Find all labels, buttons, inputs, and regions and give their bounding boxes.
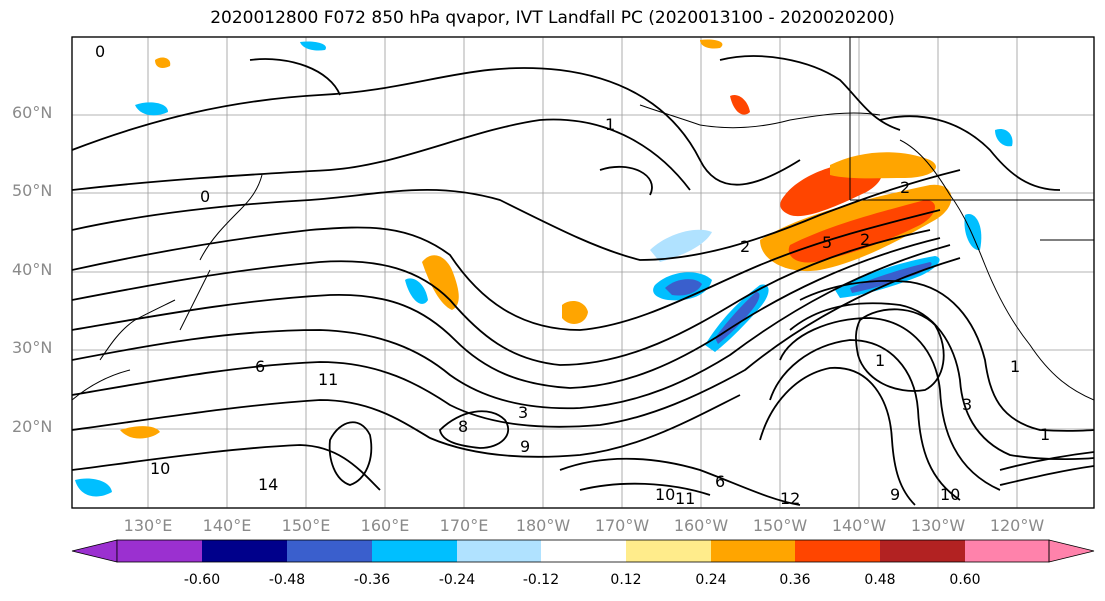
- colorbar-tick-label: 0.60: [949, 572, 981, 588]
- contour-label: 10: [940, 485, 960, 504]
- colorbar-tick-label: 0.36: [779, 572, 811, 588]
- colorbar-bin: [965, 540, 1049, 562]
- positive-anomaly-small-5: [700, 39, 723, 49]
- lat-label-20n: 20°N: [12, 417, 53, 436]
- negative-anomaly-light-3: [964, 214, 982, 251]
- contour-label: 1: [1040, 425, 1050, 444]
- contour-label: 1: [1010, 357, 1020, 376]
- contour-label: 10: [655, 485, 675, 504]
- negative-anomaly-east-core: [850, 262, 932, 293]
- lon-label: 170°W: [594, 516, 650, 535]
- positive-anomaly-small-3: [120, 426, 160, 439]
- lon-label: 180°W: [515, 516, 571, 535]
- contour-label: 9: [890, 485, 900, 504]
- contour-label: 11: [318, 370, 338, 389]
- colorbar-tick-label: 0.48: [864, 572, 896, 588]
- contour-label: 10: [150, 459, 170, 478]
- colorbar-tick-label: 0.24: [695, 572, 727, 588]
- colorbar-right-arrow: [1048, 539, 1095, 563]
- colorbar-bin: [457, 540, 541, 562]
- positive-anomaly-small-2: [730, 94, 750, 115]
- contour-lines: [72, 55, 1094, 506]
- negative-anomaly-light-6: [300, 41, 326, 51]
- contour-label: 14: [258, 475, 278, 494]
- lon-label: 140°E: [202, 516, 252, 535]
- contour-label: 12: [780, 489, 800, 508]
- contour-labels: 1 2 2 2 3 3 5 6 6 8 9 9 10 10 10 11 11 1…: [95, 42, 1050, 508]
- colorbar-tick-label: -0.36: [353, 572, 391, 588]
- colorbar-bin: [711, 540, 795, 562]
- negative-anomaly-light-1: [650, 229, 712, 262]
- colorbar-bin: [372, 540, 457, 562]
- contour-label: 2: [860, 230, 870, 249]
- lon-label: 150°W: [752, 516, 808, 535]
- colorbar-tick-label: -0.60: [183, 572, 221, 588]
- colorbar-bin: [626, 540, 711, 562]
- colorbar-outline: [116, 539, 1050, 563]
- lat-label-60n: 60°N: [12, 103, 53, 122]
- map-title: 2020012800 F072 850 hPa qvapor, IVT Land…: [210, 8, 895, 28]
- negative-anomaly-light-4: [135, 102, 168, 116]
- negative-anomaly-mid-core: [665, 279, 702, 296]
- contour-label: 9: [520, 437, 530, 456]
- colorbar-bin: [202, 540, 287, 562]
- lon-label: 150°E: [281, 516, 331, 535]
- lon-label: 140°W: [831, 516, 887, 535]
- lon-label: 120°W: [989, 516, 1045, 535]
- map-frame-border: [71, 36, 1095, 509]
- contour-label: 0: [95, 42, 105, 61]
- lon-label: 160°W: [673, 516, 729, 535]
- contour-label: 2: [900, 178, 910, 197]
- colorbar-bin: [541, 540, 626, 562]
- lat-label-50n: 50°N: [12, 181, 53, 200]
- colorbar-tick-label: 0.12: [610, 572, 642, 588]
- colorbar-tick-label: -0.48: [268, 572, 306, 588]
- contour-label: 0: [200, 187, 210, 206]
- colorbar-tick-label: -0.24: [438, 572, 476, 588]
- contour-label: 2: [740, 237, 750, 256]
- contour-label: 1: [605, 115, 615, 134]
- lon-label: 130°E: [123, 516, 173, 535]
- colorbar-tick-label: -0.12: [522, 572, 560, 588]
- colorbar-bin: [287, 540, 372, 562]
- positive-anomaly-small-1: [562, 300, 588, 324]
- contour-label: 5: [822, 233, 832, 252]
- shaded-anomalies: [75, 39, 1013, 497]
- contour-label: 11: [675, 489, 695, 508]
- negative-anomaly-light-5: [75, 478, 112, 497]
- positive-anomaly-north-edge: [830, 152, 936, 179]
- colorbar-left-arrow: [71, 539, 118, 563]
- contour-label: 3: [962, 395, 972, 414]
- lat-label-40n: 40°N: [12, 260, 53, 279]
- contour-label: 6: [255, 357, 265, 376]
- colorbar-bin: [795, 540, 880, 562]
- negative-anomaly-light-7: [995, 128, 1013, 147]
- contour-label: 3: [518, 403, 528, 422]
- contour-label: 8: [458, 417, 468, 436]
- positive-anomaly-kuroshio: [422, 255, 459, 310]
- colorbar-bin: [880, 540, 965, 562]
- contour-label: 1: [875, 351, 885, 370]
- coastline-lines: [72, 37, 1094, 401]
- lat-label-30n: 30°N: [12, 338, 53, 357]
- colorbar-bin: [117, 540, 202, 562]
- lon-label: 130°W: [910, 516, 966, 535]
- lon-label: 170°E: [439, 516, 489, 535]
- negative-anomaly-light-2: [405, 278, 428, 304]
- lon-label: 160°E: [360, 516, 410, 535]
- colorbar: [71, 539, 1095, 563]
- positive-anomaly-small-4: [155, 57, 171, 68]
- contour-label: 6: [715, 472, 725, 491]
